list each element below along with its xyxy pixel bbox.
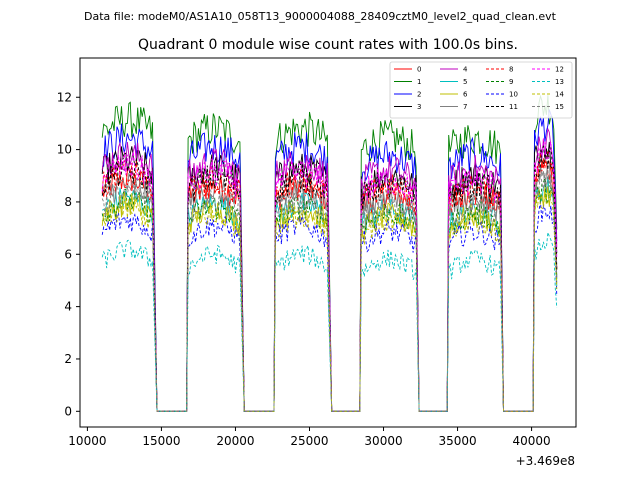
legend-label-3: 3 [417, 103, 421, 111]
legend-label-9: 9 [509, 78, 513, 86]
x-tick-label: 20000 [216, 434, 254, 448]
x-tick-label: 40000 [512, 434, 550, 448]
legend-label-0: 0 [417, 66, 421, 74]
legend-label-1: 1 [417, 78, 421, 86]
y-tick-label: 6 [64, 247, 72, 261]
legend-label-5: 5 [463, 78, 467, 86]
chart-title: Quadrant 0 module wise count rates with … [138, 37, 518, 53]
x-tick-label: 10000 [68, 434, 106, 448]
legend-label-8: 8 [509, 66, 513, 74]
series-line-4 [101, 127, 558, 412]
legend-label-11: 11 [509, 103, 518, 111]
series-line-1 [101, 94, 558, 412]
plot-frame [79, 57, 577, 428]
legend-label-10: 10 [509, 91, 518, 99]
legend-label-7: 7 [463, 103, 467, 111]
x-tick-label: 15000 [142, 434, 180, 448]
series-line-2 [102, 109, 558, 412]
legend-label-12: 12 [555, 66, 564, 74]
plot-lines [101, 94, 558, 412]
x-tick-label: 30000 [364, 434, 402, 448]
legend-label-15: 15 [555, 103, 564, 111]
y-tick-label: 0 [64, 404, 72, 418]
legend-label-4: 4 [463, 66, 468, 74]
legend-label-2: 2 [417, 91, 421, 99]
legend-box [389, 61, 573, 119]
x-offset-label: +3.469e8 [516, 454, 575, 468]
y-tick-label: 2 [64, 352, 72, 366]
legend-label-13: 13 [555, 78, 564, 86]
x-tick-label: 25000 [290, 434, 328, 448]
y-tick-label: 8 [64, 195, 72, 209]
legend-label-14: 14 [555, 91, 564, 99]
axis-ticks: 10000 15000 20000 25000 30000 35000 40000 0 2 4 6 8… [57, 90, 551, 448]
series-line-15 [101, 169, 558, 412]
legend-label-6: 6 [463, 91, 468, 99]
x-tick-label: 35000 [438, 434, 476, 448]
y-tick-label: 12 [57, 90, 72, 104]
y-tick-label: 4 [64, 300, 72, 314]
y-tick-label: 10 [57, 143, 72, 157]
series-line-13 [101, 232, 558, 412]
suptitle: Data file: modeM0/AS1A10_058T13_90000040… [84, 10, 557, 23]
